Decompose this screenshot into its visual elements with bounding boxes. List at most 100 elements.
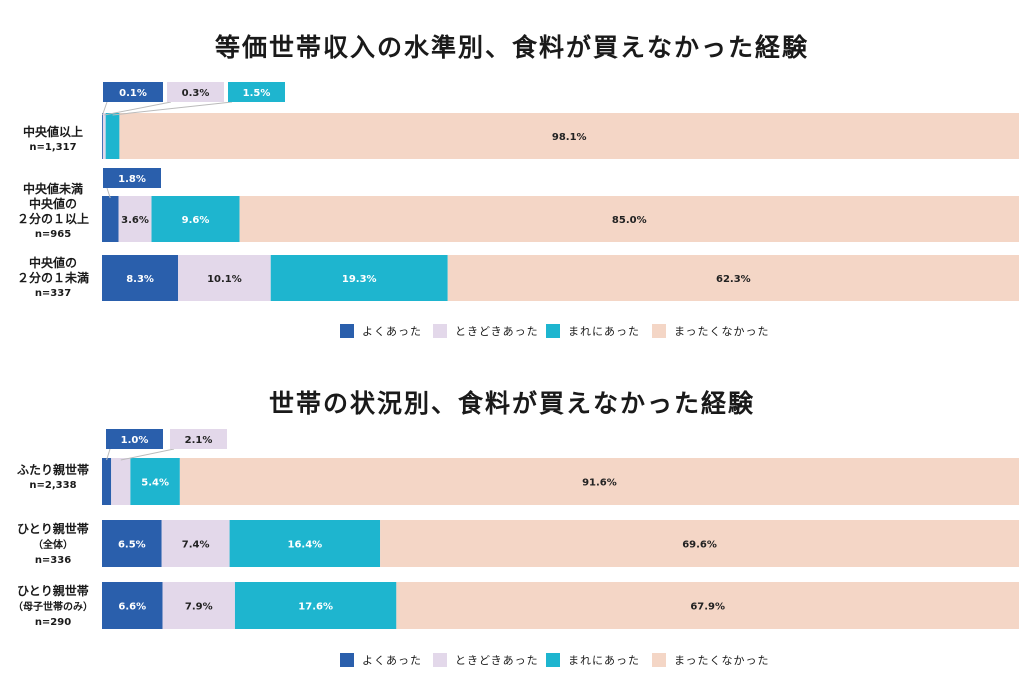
legend-item: まったくなかった bbox=[652, 652, 770, 668]
legend-swatch-rarely bbox=[546, 324, 560, 338]
data-label: 7.9% bbox=[185, 602, 213, 613]
callout-box-seg-sometimes bbox=[167, 82, 224, 102]
data-label: 85.0% bbox=[612, 215, 647, 226]
bar-seg-sometimes bbox=[178, 255, 271, 301]
data-label: 91.6% bbox=[582, 478, 617, 489]
bar-seg-often bbox=[102, 520, 162, 567]
row-label-line: （母子世帯のみ） bbox=[13, 602, 93, 613]
data-label: 7.4% bbox=[182, 540, 210, 551]
data-label: 2.1% bbox=[185, 435, 213, 446]
row-label-line: ふたり親世帯 bbox=[16, 463, 89, 477]
data-label: 10.1% bbox=[207, 274, 242, 285]
legend-label: ときどきあった bbox=[455, 654, 539, 667]
row-label-line: （全体） bbox=[33, 540, 73, 551]
legend-swatch-never bbox=[652, 653, 666, 667]
bar-seg-sometimes bbox=[161, 520, 230, 567]
callout-box-seg-often bbox=[103, 82, 163, 102]
row-label-line: ２分の１未満 bbox=[16, 271, 89, 285]
stacked-bar-chart-household: 5.4% 91.6% 1.0% 2.1% 6.5% 7.4% 16.4% 69.6% 6.6% 7… bbox=[102, 429, 1019, 629]
bar-seg-rarely bbox=[270, 255, 448, 301]
row-n: n=290 bbox=[34, 617, 72, 628]
bar-seg-never bbox=[239, 196, 1020, 242]
legend-label: よくあった bbox=[362, 654, 422, 667]
row-label-line: 中央値の bbox=[28, 197, 77, 211]
row-n: n=965 bbox=[34, 229, 72, 240]
data-label: 6.5% bbox=[118, 540, 146, 551]
callout-leader-line bbox=[112, 101, 233, 116]
data-label: 19.3% bbox=[342, 274, 377, 285]
legend: よくあった ときどきあった まれにあった まったくなかった bbox=[0, 323, 1024, 343]
data-label: 67.9% bbox=[690, 602, 725, 613]
legend-label: よくあった bbox=[362, 325, 422, 338]
data-label: 9.6% bbox=[182, 215, 210, 226]
stacked-bar-chart-income: 98.1% 0.1% 0.3% 1.5% 3.6% 9.6% 85.0% 1.8% 8.3% 10… bbox=[101, 82, 1020, 301]
legend-swatch-never bbox=[652, 324, 666, 338]
legend-item: まったくなかった bbox=[652, 323, 770, 339]
legend-label: ときどきあった bbox=[455, 325, 539, 338]
bar-seg-sometimes bbox=[162, 582, 235, 629]
data-label: 0.3% bbox=[182, 88, 210, 99]
data-label: 69.6% bbox=[682, 540, 717, 551]
data-label: 0.1% bbox=[119, 88, 147, 99]
legend-item: ときどきあった bbox=[433, 323, 539, 339]
legend-item: まれにあった bbox=[546, 652, 640, 668]
data-label: 8.3% bbox=[126, 274, 154, 285]
callout-leader-line bbox=[106, 187, 111, 199]
bar-seg-never bbox=[179, 458, 1019, 505]
chart-title: 世帯の状況別、食料が買えなかった経験 bbox=[268, 389, 755, 418]
bar-seg-never bbox=[447, 255, 1020, 301]
data-label: 17.6% bbox=[298, 602, 333, 613]
callout-box-seg-often bbox=[103, 168, 161, 188]
data-label: 3.6% bbox=[121, 215, 149, 226]
callout-leader-line bbox=[106, 448, 111, 461]
row-label-line: 中央値以上 bbox=[22, 125, 83, 139]
legend: よくあった ときどきあった まれにあった まったくなかった bbox=[0, 652, 1024, 672]
bar-seg-never bbox=[380, 520, 1019, 567]
row-label: 中央値以上 n=1,317 bbox=[10, 125, 96, 155]
row-n: n=1,317 bbox=[29, 142, 77, 153]
legend-label: まったくなかった bbox=[674, 325, 770, 338]
bar-seg-often bbox=[102, 255, 179, 301]
callout-box-seg-rarely bbox=[228, 82, 285, 102]
legend-swatch-often bbox=[340, 653, 354, 667]
data-label: 1.5% bbox=[243, 88, 271, 99]
bar-seg-often bbox=[102, 113, 103, 159]
data-label: 5.4% bbox=[141, 478, 169, 489]
data-label: 1.8% bbox=[118, 174, 146, 185]
callout-leader-line bbox=[104, 101, 172, 116]
row-label-line: ２分の１以上 bbox=[16, 212, 89, 226]
row-label: ふたり親世帯 n=2,338 bbox=[8, 463, 98, 493]
legend-swatch-sometimes bbox=[433, 324, 447, 338]
row-label: 中央値の ２分の１未満 n=337 bbox=[10, 256, 96, 301]
row-label: ひとり親世帯 （全体） n=336 bbox=[8, 522, 98, 568]
row-n: n=336 bbox=[34, 555, 72, 566]
bar-seg-often bbox=[102, 196, 119, 242]
data-label: 98.1% bbox=[552, 132, 587, 143]
data-label: 62.3% bbox=[716, 274, 751, 285]
legend-item: ときどきあった bbox=[433, 652, 539, 668]
legend-item: よくあった bbox=[340, 323, 422, 339]
legend-item: よくあった bbox=[340, 652, 422, 668]
bar-seg-rarely bbox=[234, 582, 397, 629]
row-n: n=2,338 bbox=[29, 480, 77, 491]
data-label: 6.6% bbox=[118, 602, 146, 613]
callout-leader-line bbox=[120, 448, 175, 461]
data-label: 1.0% bbox=[121, 435, 149, 446]
legend-item: まれにあった bbox=[546, 323, 640, 339]
bar-seg-often bbox=[102, 582, 163, 629]
legend-label: まれにあった bbox=[568, 654, 640, 667]
bar-seg-rarely bbox=[151, 196, 240, 242]
row-label-line: 中央値の bbox=[28, 256, 77, 270]
bar-seg-never bbox=[396, 582, 1019, 629]
legend-label: まったくなかった bbox=[674, 654, 770, 667]
callout-leader-line bbox=[101, 101, 108, 116]
row-n: n=337 bbox=[34, 288, 72, 299]
legend-swatch-sometimes bbox=[433, 653, 447, 667]
bar-seg-never bbox=[119, 113, 1020, 159]
legend-swatch-often bbox=[340, 324, 354, 338]
row-label-line: ひとり親世帯 bbox=[17, 584, 89, 598]
bar-seg-often bbox=[102, 458, 112, 505]
legend-label: まれにあった bbox=[568, 325, 640, 338]
bar-seg-rarely bbox=[105, 113, 120, 159]
row-label-line: 中央値未満 bbox=[22, 182, 83, 196]
